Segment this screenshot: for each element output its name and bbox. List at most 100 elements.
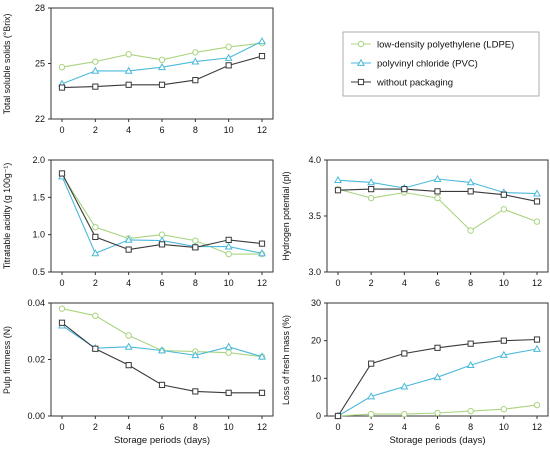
data-point-none: [434, 344, 441, 351]
data-point-pvc: [158, 346, 166, 354]
data-point-none: [92, 233, 99, 241]
x-tick-label: 4: [402, 278, 407, 288]
data-point-none: [467, 188, 474, 195]
data-point-ldpe: [92, 224, 99, 231]
data-point-pvc: [400, 382, 409, 390]
data-point-pvc: [258, 352, 266, 360]
chart-panel-5: 0 10 20 30 0 2 4 6 8 10 12 Loss of fresh mass (%) St…: [281, 298, 549, 446]
data-point-ldpe: [367, 410, 375, 418]
x-tick-label: 2: [93, 278, 98, 288]
y-tick-label: 0.5: [32, 267, 45, 277]
data-point-none: [225, 389, 232, 396]
data-point-none: [533, 198, 541, 205]
data-point-none: [92, 83, 99, 90]
data-point-none: [258, 389, 266, 396]
x-tick-label: 10: [224, 125, 234, 135]
x-axis-label: Storage periods (days): [114, 435, 210, 446]
data-point-ldpe: [434, 194, 441, 202]
data-point-ldpe: [500, 406, 508, 413]
data-point-none: [158, 381, 166, 389]
data-point-pvc: [191, 57, 200, 65]
data-point-none: [258, 53, 266, 60]
x-tick-label: 10: [224, 278, 234, 288]
x-axis-label: Storage periods (days): [389, 435, 485, 446]
data-point-ldpe: [92, 312, 99, 319]
data-point-none: [334, 412, 342, 420]
legend: low-density polyethylene (LDPE) polyvinyl…: [342, 31, 540, 97]
data-point-ldpe: [158, 56, 166, 63]
x-tick-label: 4: [126, 422, 131, 432]
x-tick-label: 8: [468, 422, 473, 432]
y-tick-label: 0.02: [27, 355, 45, 365]
x-tick-label: 12: [532, 278, 542, 288]
data-point-ldpe: [125, 51, 132, 58]
data-point-ldpe: [58, 64, 66, 71]
data-point-pvc: [367, 178, 376, 186]
data-point-ldpe: [467, 407, 474, 415]
x-tick-label: 0: [335, 278, 340, 288]
y-tick-label: 10: [311, 373, 321, 383]
data-point-none: [467, 340, 474, 347]
y-tick-label: 3.5: [308, 211, 321, 221]
chart-panel-1: 22 25 28 0 2 4 6 8 10 12 Total soluble solids (°Br…: [2, 3, 274, 135]
x-tick-label: 12: [257, 125, 267, 135]
data-point-none: [58, 319, 66, 326]
legend-label-pvc: polyvinyl chloride (PVC): [377, 59, 478, 70]
y-axis-label: Pulp firmness (N): [2, 326, 12, 394]
x-tick-label: 8: [193, 125, 198, 135]
data-point-ldpe: [225, 43, 232, 51]
data-point-none: [500, 337, 507, 344]
y-tick-label: 0.04: [27, 298, 45, 308]
data-point-pvc: [191, 351, 200, 359]
legend-label-ldpe: low-density polyethylene (LDPE): [377, 40, 514, 51]
x-tick-label: 10: [224, 422, 234, 432]
data-point-ldpe: [367, 194, 375, 202]
data-point-ldpe: [92, 58, 99, 65]
data-point-none: [225, 236, 232, 243]
x-tick-label: 6: [159, 278, 164, 288]
data-point-pvc: [124, 342, 133, 350]
data-point-none: [334, 187, 342, 194]
x-tick-label: 12: [257, 422, 267, 432]
x-tick-label: 6: [159, 422, 164, 432]
x-tick-label: 4: [402, 422, 407, 432]
y-tick-label: 0.00: [27, 411, 45, 421]
data-point-ldpe: [58, 305, 66, 312]
y-tick-label: 25: [35, 59, 45, 69]
legend-marker-none: [357, 78, 365, 86]
x-tick-label: 4: [126, 125, 131, 135]
data-point-pvc: [224, 242, 233, 250]
y-axis-label: Titratable acidity (g 100g⁻¹): [2, 163, 12, 270]
data-point-pvc: [124, 66, 133, 74]
data-point-ldpe: [500, 206, 508, 213]
data-point-none: [158, 241, 166, 248]
y-axis-label: Hydrogen potential (pl): [281, 171, 291, 260]
data-point-ldpe: [192, 49, 199, 56]
plot-frame: [326, 302, 549, 417]
x-tick-label: 10: [499, 422, 509, 432]
x-tick-label: 0: [335, 422, 340, 432]
data-point-pvc: [224, 53, 233, 61]
data-point-ldpe: [467, 227, 474, 234]
data-point-none: [58, 170, 66, 177]
x-tick-label: 2: [369, 422, 374, 432]
legend-marker-ldpe: [357, 40, 365, 48]
x-tick-label: 12: [257, 278, 267, 288]
data-point-pvc: [158, 62, 166, 71]
data-point-none: [500, 191, 507, 198]
y-tick-label: 0: [316, 411, 321, 421]
data-point-pvc: [258, 37, 266, 45]
y-tick-label: 3.0: [308, 267, 321, 277]
data-point-none: [401, 186, 408, 193]
data-point-none: [533, 336, 541, 343]
y-axis-label: Total soluble solids (°Brix): [2, 14, 12, 115]
data-point-none: [125, 81, 132, 88]
data-point-none: [401, 350, 408, 357]
series-line-pvc: [337, 348, 538, 417]
data-point-ldpe: [225, 349, 232, 356]
data-point-none: [368, 360, 375, 367]
data-point-pvc: [466, 360, 475, 369]
chart-panel-2: 0.5 1.0 1.5 2.0 0 2 4 6 8 10 12 Titratable acidity …: [2, 155, 274, 288]
